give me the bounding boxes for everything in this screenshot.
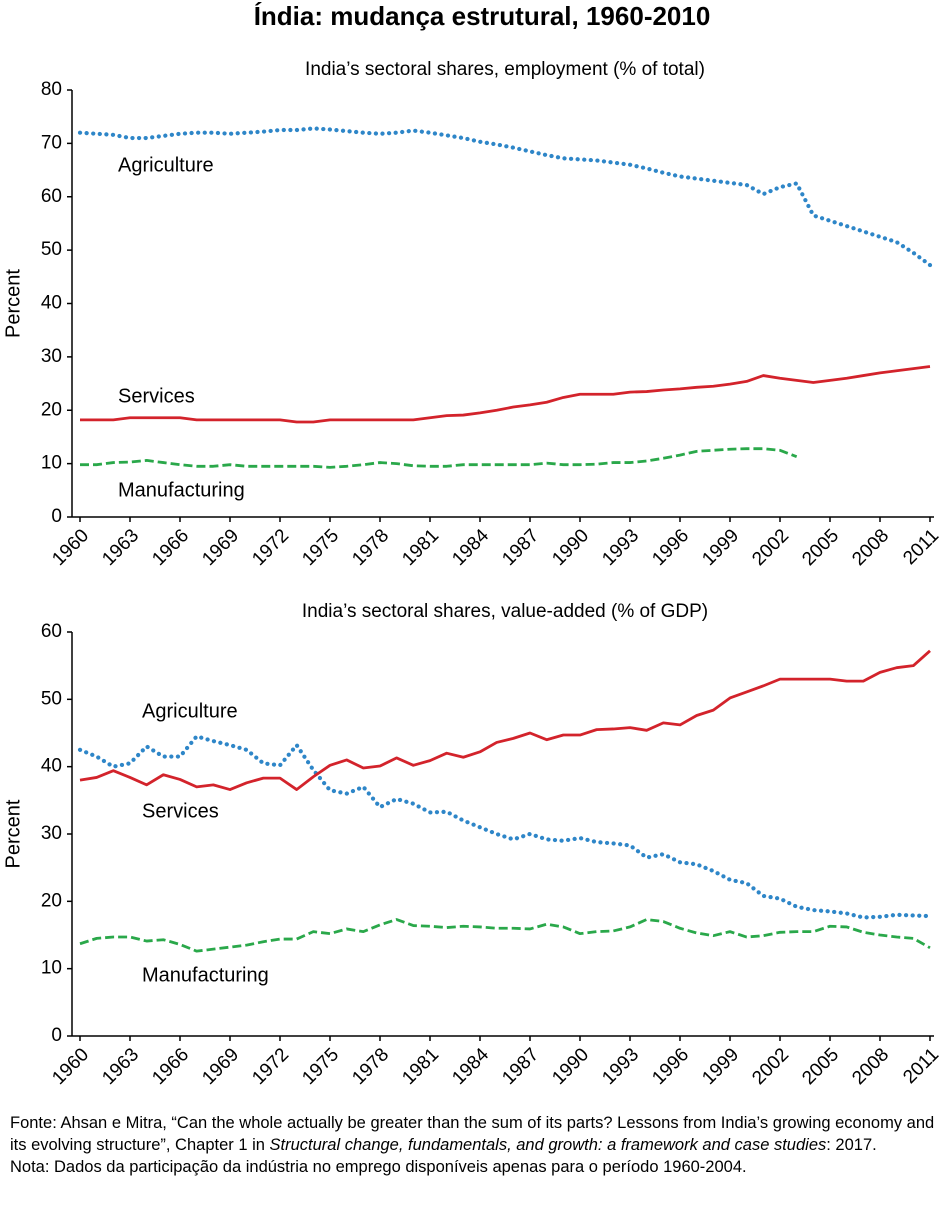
x-tick-label: 1963 — [98, 525, 143, 570]
x-tick-label: 2008 — [848, 1044, 893, 1089]
source-text: : 2017. — [826, 1136, 877, 1154]
x-tick-label: 2002 — [748, 1044, 793, 1089]
series-line — [80, 365, 931, 424]
x-tick-label: 1987 — [498, 1044, 543, 1089]
series-label: Manufacturing — [118, 479, 245, 501]
y-tick-label: 10 — [41, 958, 62, 979]
y-tick-label: 0 — [51, 1025, 62, 1046]
x-tick-label: 1963 — [98, 1044, 143, 1089]
footnotes: Fonte: Ahsan e Mitra, “Can the whole act… — [10, 1112, 935, 1178]
x-tick-label: 1993 — [598, 1044, 643, 1089]
x-tick-label: 1975 — [298, 1044, 343, 1089]
x-tick-label: 1999 — [698, 1044, 743, 1089]
y-tick-label: 40 — [41, 293, 62, 314]
source-note: Fonte: Ahsan e Mitra, “Can the whole act… — [10, 1112, 935, 1156]
x-tick-label: 1981 — [398, 525, 443, 570]
x-tick-label: 1990 — [548, 525, 593, 570]
x-tick-label: 1960 — [48, 1044, 93, 1089]
x-tick-label: 1984 — [448, 525, 493, 570]
x-tick-label: 1975 — [298, 525, 343, 570]
chart: Índia: mudança estrutural, 1960-2010 Ind… — [2, 1, 943, 1089]
y-tick-label: 20 — [41, 399, 62, 420]
y-tick-label: 50 — [41, 688, 62, 709]
x-tick-label: 1969 — [198, 1044, 243, 1089]
source-italic: Structural change, fundamentals, and gro… — [269, 1136, 827, 1154]
y-axis-label: Percent — [2, 799, 24, 868]
x-tick-label: 1990 — [548, 1044, 593, 1089]
x-tick-label: 2005 — [798, 525, 843, 570]
series-line — [79, 918, 931, 953]
source-text: Fonte: Ahsan e Mitra, “Can the whole act… — [10, 1114, 935, 1154]
y-tick-label: 30 — [41, 823, 62, 844]
x-tick-label: 2002 — [748, 525, 793, 570]
y-tick-label: 70 — [41, 132, 62, 153]
y-tick-label: 50 — [41, 239, 62, 260]
y-tick-label: 60 — [41, 186, 62, 207]
series-line — [80, 447, 798, 469]
y-tick-label: 10 — [41, 453, 62, 474]
x-tick-label: 2005 — [798, 1044, 843, 1089]
series-label: Services — [142, 800, 219, 822]
x-tick-label: 1969 — [198, 525, 243, 570]
x-tick-label: 1996 — [648, 1044, 693, 1089]
series-label: Services — [118, 385, 195, 407]
y-tick-label: 30 — [41, 346, 62, 367]
series-line — [79, 649, 931, 791]
series-label: Agriculture — [118, 154, 214, 176]
chart-title: India’s sectoral shares, employment (% o… — [305, 59, 705, 80]
y-tick-label: 40 — [41, 756, 62, 777]
series-label: Manufacturing — [142, 964, 269, 986]
chart-title: India’s sectoral shares, value-added (% … — [302, 601, 708, 622]
x-tick-label: 1999 — [698, 525, 743, 570]
x-tick-label: 2011 — [899, 525, 943, 569]
x-tick-label: 1972 — [248, 1044, 293, 1089]
x-tick-label: 1981 — [398, 1044, 443, 1089]
note: Nota: Dados da participação da indústria… — [10, 1158, 747, 1176]
x-tick-label: 1978 — [348, 525, 393, 570]
y-tick-label: 80 — [41, 79, 62, 100]
y-tick-label: 0 — [51, 506, 62, 527]
x-tick-label: 2011 — [899, 1044, 943, 1088]
x-tick-label: 1972 — [248, 525, 293, 570]
y-axis-label: Percent — [2, 269, 24, 338]
x-tick-label: 2008 — [848, 525, 893, 570]
main-title: Índia: mudança estrutural, 1960-2010 — [254, 1, 711, 31]
y-tick-label: 20 — [41, 890, 62, 911]
x-tick-label: 1978 — [348, 1044, 393, 1089]
x-tick-label: 1984 — [448, 1044, 493, 1089]
x-tick-label: 1993 — [598, 525, 643, 570]
y-tick-label: 60 — [41, 621, 62, 642]
x-tick-label: 1987 — [498, 525, 543, 570]
x-tick-label: 1996 — [648, 525, 693, 570]
series-line — [77, 734, 933, 920]
x-tick-label: 1966 — [148, 1044, 193, 1089]
series-label: Agriculture — [142, 700, 238, 722]
x-tick-label: 1966 — [148, 525, 193, 570]
series-line — [77, 126, 933, 268]
x-tick-label: 1960 — [48, 525, 93, 570]
